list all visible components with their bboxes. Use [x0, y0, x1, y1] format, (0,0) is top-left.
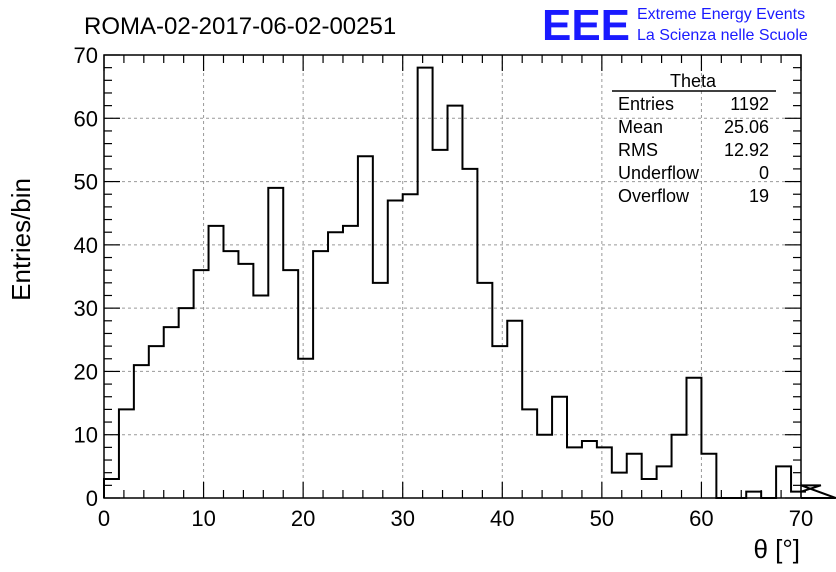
- eee-logo-line1: Extreme Energy Events: [637, 6, 805, 23]
- stats-row-value: 25.06: [724, 117, 769, 137]
- eee-logo-mark: EEE: [542, 1, 630, 50]
- axis-ticks: [103, 54, 802, 499]
- stats-row-label: Entries: [618, 94, 674, 114]
- x-axis-tick-labels: 0 10 20 30 40 50 60 70: [98, 506, 813, 531]
- x-tick-label: 70: [789, 506, 813, 531]
- eee-logo-line2: La Scienza nelle Scuole: [637, 27, 808, 44]
- x-tick-label: 60: [689, 506, 713, 531]
- y-tick-label: 20: [74, 359, 98, 384]
- chart-title: ROMA-02-2017-06-02-00251: [84, 13, 396, 40]
- stats-row-label: Underflow: [618, 163, 700, 183]
- y-tick-label: 30: [74, 296, 98, 321]
- stats-box: Theta Entries 1192 Mean 25.06 RMS 12.92 Underf…: [612, 71, 776, 206]
- y-tick-label: 10: [74, 423, 98, 448]
- stats-row-label: Mean: [618, 117, 663, 137]
- plot-frame: [103, 54, 802, 499]
- stats-row-value: 0: [759, 163, 769, 183]
- x-tick-label: 50: [590, 506, 614, 531]
- grid-lines: [104, 55, 801, 498]
- y-axis-tick-labels: 0 10 20 30 40 50 60 70: [74, 43, 98, 511]
- histogram-outline: [103, 66, 836, 499]
- stats-row-label: Overflow: [618, 186, 690, 206]
- stats-row-value: 19: [749, 186, 769, 206]
- x-tick-label: 10: [191, 506, 215, 531]
- y-tick-label: 40: [74, 233, 98, 258]
- y-axis-label: Entries/bin: [6, 178, 36, 301]
- stats-row-label: RMS: [618, 140, 658, 160]
- x-tick-label: 30: [390, 506, 414, 531]
- x-tick-label: 0: [98, 506, 110, 531]
- x-tick-label: 40: [490, 506, 514, 531]
- y-tick-label: 60: [74, 106, 98, 131]
- eee-logo: EEE Extreme Energy Events La Scienza nel…: [542, 1, 808, 50]
- x-tick-label: 20: [291, 506, 315, 531]
- stats-box-title: Theta: [670, 71, 717, 91]
- stats-row-value: 12.92: [724, 140, 769, 160]
- y-tick-label: 0: [86, 486, 98, 511]
- y-tick-label: 70: [74, 43, 98, 68]
- x-axis-label: θ [°]: [753, 534, 800, 564]
- y-tick-label: 50: [74, 170, 98, 195]
- stats-row-value: 1192: [730, 94, 769, 114]
